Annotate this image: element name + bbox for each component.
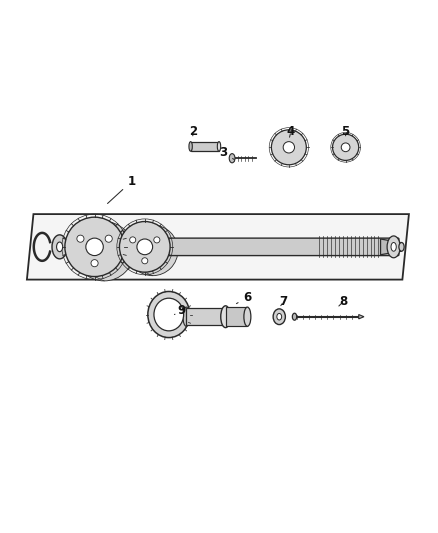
- Ellipse shape: [183, 307, 190, 326]
- Ellipse shape: [91, 260, 98, 266]
- Ellipse shape: [52, 235, 67, 259]
- Ellipse shape: [229, 154, 235, 163]
- Ellipse shape: [221, 306, 230, 328]
- Text: 4: 4: [287, 125, 295, 138]
- Ellipse shape: [154, 298, 184, 331]
- Ellipse shape: [120, 222, 170, 272]
- Ellipse shape: [105, 235, 112, 243]
- Ellipse shape: [272, 130, 306, 165]
- Ellipse shape: [283, 142, 294, 153]
- Polygon shape: [191, 142, 219, 151]
- Text: 2: 2: [189, 125, 197, 138]
- Ellipse shape: [332, 134, 359, 160]
- Polygon shape: [27, 214, 409, 280]
- Ellipse shape: [217, 142, 221, 151]
- Text: 3: 3: [219, 147, 234, 159]
- Text: 6: 6: [237, 290, 251, 304]
- Ellipse shape: [86, 238, 103, 256]
- Text: 7: 7: [279, 295, 288, 308]
- Polygon shape: [359, 314, 364, 319]
- FancyBboxPatch shape: [131, 238, 399, 256]
- Ellipse shape: [387, 236, 400, 258]
- Ellipse shape: [74, 222, 134, 281]
- Ellipse shape: [341, 143, 350, 152]
- Ellipse shape: [127, 225, 178, 276]
- Ellipse shape: [148, 292, 190, 337]
- Polygon shape: [186, 308, 226, 326]
- Text: 1: 1: [107, 175, 136, 204]
- Ellipse shape: [130, 237, 136, 243]
- Text: 5: 5: [342, 125, 350, 138]
- Ellipse shape: [399, 243, 404, 251]
- Ellipse shape: [77, 235, 84, 243]
- Ellipse shape: [391, 243, 396, 251]
- Text: 8: 8: [339, 295, 348, 308]
- Ellipse shape: [65, 217, 124, 277]
- Text: 9: 9: [174, 304, 186, 317]
- Polygon shape: [381, 239, 402, 255]
- Ellipse shape: [154, 237, 160, 243]
- Ellipse shape: [292, 313, 297, 320]
- Ellipse shape: [142, 258, 148, 264]
- Ellipse shape: [57, 242, 63, 252]
- Ellipse shape: [273, 309, 286, 325]
- Ellipse shape: [244, 307, 251, 326]
- Polygon shape: [226, 307, 247, 326]
- Ellipse shape: [137, 239, 152, 255]
- Ellipse shape: [189, 142, 192, 151]
- Ellipse shape: [277, 313, 282, 320]
